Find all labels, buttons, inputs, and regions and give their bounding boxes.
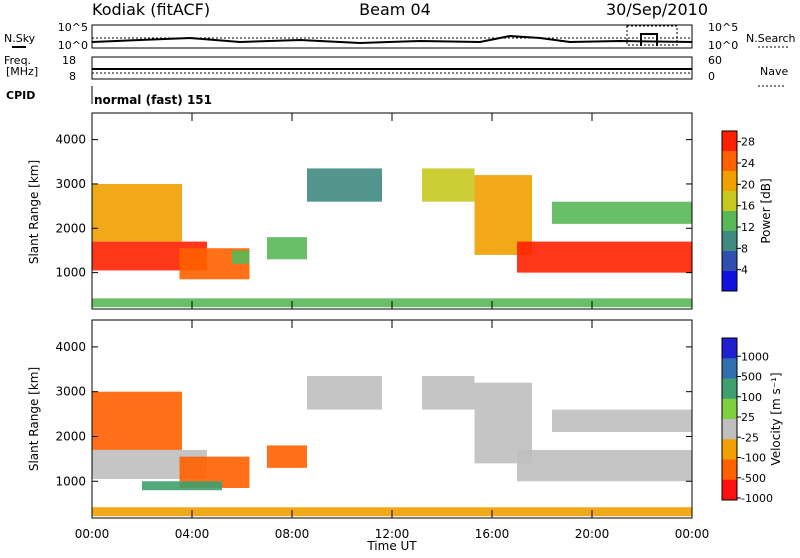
cpid-label: CPID — [6, 89, 35, 102]
y-tick-label-2: 3000 — [55, 385, 86, 399]
power-region-4 — [267, 237, 307, 260]
colorbar-tick-3: 25 — [741, 411, 755, 424]
colorbar-tick-0: 1000 — [741, 350, 769, 363]
colorbar-swatch-3 — [722, 191, 737, 212]
colorbar-tick-2: 100 — [741, 391, 762, 404]
power-colorbar-label: Power [dB] — [759, 178, 773, 243]
colorbar-tick-4: 20 — [741, 178, 755, 191]
y-tick-label-0: 1000 — [55, 266, 86, 280]
colorbar-swatch-2 — [722, 378, 737, 400]
colorbar-swatch-3 — [722, 398, 737, 420]
colorbar-tick-6: 28 — [741, 136, 755, 149]
beam-title: Beam 04 — [359, 0, 431, 19]
cpid-value: normal (fast) 151 — [94, 93, 212, 107]
colorbar-tick-0: 4 — [741, 264, 748, 277]
y-tick-label-2: 3000 — [55, 177, 86, 191]
nsky-trace — [91, 34, 693, 45]
y-tick-label-3: 4000 — [55, 133, 86, 147]
colorbar-tick-1: 8 — [741, 242, 748, 255]
velocity-region-1 — [92, 391, 182, 450]
power-panel: 1000 2000 3000 4000 Slant Range [km] 4 8 12 16… — [27, 112, 773, 310]
freq-tick-bottom: 8 — [69, 70, 76, 83]
velocity-region-4 — [267, 445, 307, 468]
power-ylabel: Slant Range [km] — [27, 160, 41, 264]
velocity-panel: 1000 2000 3000 4000 Slant Range [km] 1000 50… — [27, 319, 783, 519]
freq-panel: Freq. [MHz] 18 8 60 0 Nave CPID normal (… — [4, 54, 788, 107]
colorbar-swatch-4 — [722, 211, 737, 232]
station-title: Kodiak (fitACF) — [92, 0, 210, 19]
y-tick-label-3: 4000 — [55, 340, 86, 354]
colorbar-swatch-5 — [722, 231, 737, 252]
power-region-5 — [307, 168, 382, 202]
colorbar-tick-2: 12 — [741, 221, 755, 234]
x-tick-label-3: 12:00 — [375, 527, 410, 541]
velocity-colorbar-label: Velocity [m s⁻¹] — [769, 372, 783, 465]
velocity-region-3 — [142, 481, 222, 491]
velocity-region-5 — [307, 375, 382, 410]
x-axis-label: Time UT — [366, 539, 417, 553]
colorbar-swatch-7 — [722, 271, 737, 292]
colorbar-tick-3: 16 — [741, 200, 755, 213]
colorbar-swatch-0 — [722, 131, 737, 152]
velocity-ylabel: Slant Range [km] — [27, 367, 41, 471]
power-region-8 — [517, 241, 692, 273]
colorbar-swatch-1 — [722, 151, 737, 172]
colorbar-tick-1: 500 — [741, 371, 762, 384]
colorbar-swatch-0 — [722, 338, 737, 359]
power-region-3 — [232, 250, 250, 264]
colorbar-swatch-7 — [722, 479, 737, 501]
noise-panel: 10^5 10^0 10^5 10^0 N.Sky N.Search — [4, 21, 796, 52]
noise-tick-top-right: 10^5 — [708, 21, 738, 34]
freq-label: Freq. — [4, 54, 31, 67]
nave-label: Nave — [760, 65, 788, 78]
colorbar-tick-7: -1000 — [741, 492, 773, 505]
x-tick-label-1: 04:00 — [175, 527, 210, 541]
colorbar-tick-4: -25 — [741, 431, 759, 444]
y-tick-label-1: 2000 — [55, 221, 86, 235]
colorbar-swatch-6 — [722, 459, 737, 481]
x-tick-label-4: 16:00 — [475, 527, 510, 541]
power-region-1 — [92, 183, 182, 242]
nave-tick-bottom: 0 — [708, 70, 715, 83]
colorbar-swatch-4 — [722, 419, 737, 440]
velocity-region-6 — [422, 375, 475, 410]
power-region-9 — [552, 201, 692, 224]
colorbar-swatch-5 — [722, 439, 737, 460]
date-title: 30/Sep/2010 — [606, 0, 708, 19]
x-tick-label-2: 08:00 — [275, 527, 310, 541]
colorbar-swatch-6 — [722, 251, 737, 272]
y-tick-label-0: 1000 — [55, 474, 86, 488]
noise-tick-bottom-left: 10^0 — [58, 39, 88, 52]
colorbar-tick-6: -500 — [741, 472, 766, 485]
noise-tick-bottom-right: 10^0 — [708, 39, 738, 52]
colorbar-tick-5: 24 — [741, 157, 755, 170]
x-tick-label-0: 00:00 — [75, 527, 110, 541]
nave-tick-top: 60 — [708, 54, 722, 67]
colorbar-tick-5: -100 — [741, 452, 766, 465]
x-tick-label-5: 20:00 — [575, 527, 610, 541]
power-region-6 — [422, 168, 475, 202]
velocity-region-9 — [552, 409, 692, 432]
nsky-label: N.Sky — [4, 32, 36, 45]
colorbar-swatch-2 — [722, 171, 737, 192]
freq-unit: [MHz] — [6, 65, 38, 78]
freq-tick-top: 18 — [62, 54, 76, 67]
noise-tick-top-left: 10^5 — [58, 21, 88, 34]
y-tick-label-1: 2000 — [55, 429, 86, 443]
colorbar-swatch-1 — [722, 358, 737, 379]
nsearch-label: N.Search — [746, 32, 796, 45]
velocity-region-8 — [517, 449, 692, 482]
x-tick-label-6: 00:00 — [675, 527, 710, 541]
